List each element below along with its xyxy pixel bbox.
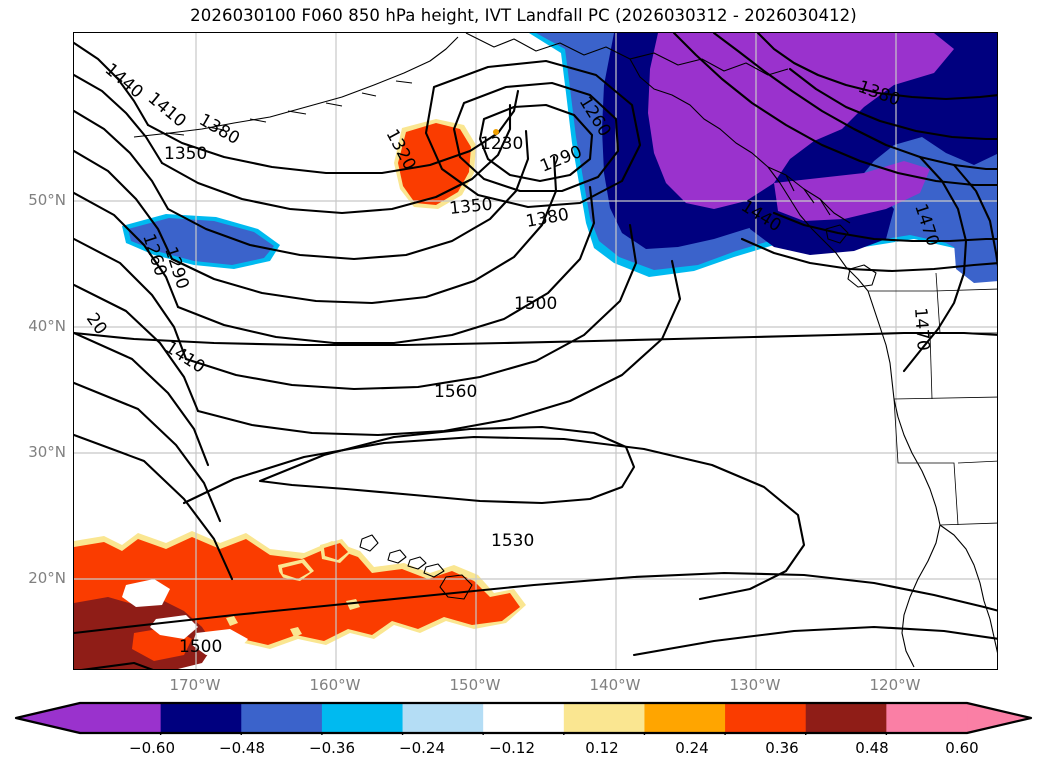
x-tick-label-130w: 130°W [729,676,781,694]
colorbar-tick-label-10: 0.60 [945,739,979,757]
svg-text:1350: 1350 [164,144,207,164]
colorbar-tick-label-5: −0.12 [489,739,535,757]
colorbar-tick-label-8: 0.36 [765,739,799,757]
shaded-region-negative-nw [122,214,280,269]
svg-text:1500: 1500 [514,294,557,314]
page-title: 2026030100 F060 850 hPa height, IVT Land… [190,6,857,25]
svg-text:1500: 1500 [179,637,222,657]
low-center-marker [493,129,499,135]
x-tick-label-160w: 160°W [309,676,361,694]
colorbar-tick-label-7: 0.24 [675,739,709,757]
colorbar-canvas [14,701,1033,735]
gridlines [74,33,997,669]
x-tick-label-140w: 140°W [589,676,641,694]
map-canvas: 1440 1410 1380 1350 1260 1290 20 1410 13… [74,33,997,669]
coastlines [133,33,997,668]
colorbar[interactable] [14,701,1033,735]
colorbar-tick-label-2: −0.48 [219,739,265,757]
y-tick-label-30n: 30°N [28,443,66,461]
x-tick-label-120w: 120°W [869,676,921,694]
colorbar-tick-label-9: 0.48 [855,739,889,757]
svg-text:1230: 1230 [480,134,523,154]
y-tick-label-40n: 40°N [28,317,66,335]
map-axes[interactable]: 1440 1410 1380 1350 1260 1290 20 1410 13… [73,32,998,670]
svg-text:1560: 1560 [434,382,477,402]
political-borders [868,272,997,526]
colorbar-tick-label-6: 0.12 [585,739,619,757]
svg-text:1350: 1350 [448,195,493,219]
shaded-region-positive-subtropical [74,531,526,669]
colorbar-tick-label-4: −0.24 [399,739,445,757]
x-tick-label-150w: 150°W [449,676,501,694]
colorbar-tick-label-1: −0.60 [129,739,175,757]
x-tick-label-170w: 170°W [169,676,221,694]
y-tick-label-50n: 50°N [28,191,66,209]
svg-text:1470: 1470 [910,307,933,352]
colorbar-tick-label-3: −0.36 [309,739,355,757]
y-tick-label-20n: 20°N [28,569,66,587]
height-contours [74,33,997,669]
svg-text:1530: 1530 [491,531,534,551]
